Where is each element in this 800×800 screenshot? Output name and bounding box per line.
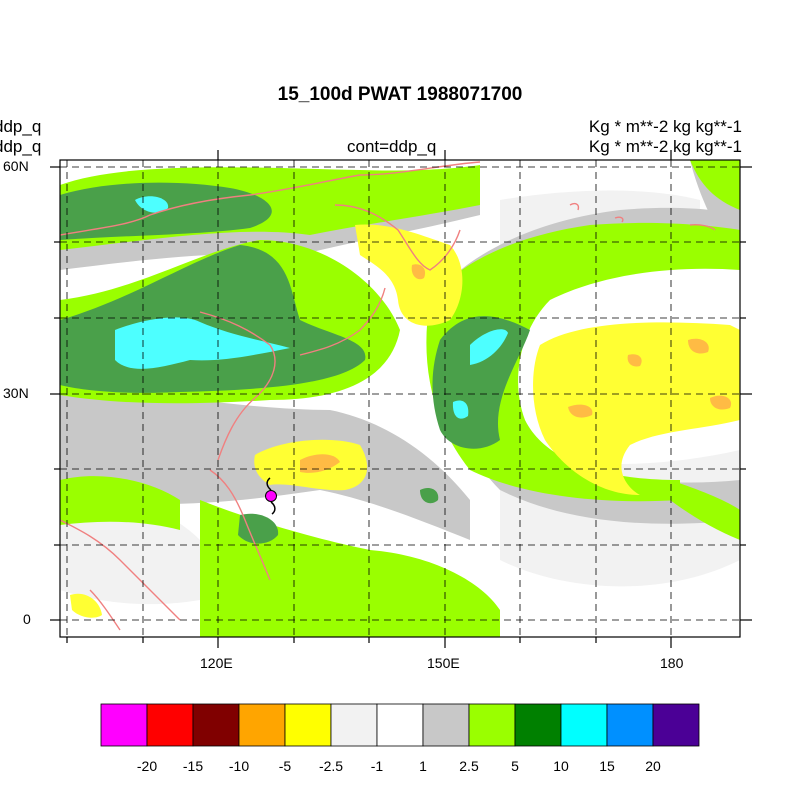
left-label-1: ddp_q	[0, 117, 42, 136]
coastline	[299, 287, 386, 356]
contour-dark-green	[420, 488, 439, 504]
typhoon-symbol-icon	[265, 477, 277, 515]
filled-contours	[60, 160, 740, 637]
colorbar-label: -10	[228, 758, 250, 774]
colorbar-swatch	[652, 703, 700, 747]
lon-tick-label: 150E	[427, 655, 460, 671]
contour-orange	[568, 404, 593, 418]
right-label-2: Kg * m**-2 kg kg**-1	[588, 137, 742, 156]
colorbar-label: -15	[182, 758, 204, 774]
contour-orange	[688, 338, 709, 354]
colorbar-swatch	[560, 703, 608, 747]
colorbar-label: -2.5	[318, 758, 344, 774]
contour-light-green	[426, 222, 740, 502]
coastlines	[60, 161, 716, 631]
colorbar-label: 10	[553, 758, 569, 774]
lon-tick-label: 120E	[200, 655, 233, 671]
colorbar-swatch	[192, 703, 240, 747]
lat-tick-label: 60N	[3, 158, 29, 174]
contour-orange	[411, 264, 426, 280]
contour-orange	[710, 395, 732, 410]
contour-orange	[300, 454, 340, 473]
colorbar-swatch	[146, 703, 194, 747]
colorbar-label: 2.5	[459, 758, 479, 774]
contour-yellow	[355, 224, 463, 326]
lat-tick-label: 30N	[3, 385, 29, 401]
coastline	[334, 204, 461, 271]
colorbar-label: 20	[645, 758, 661, 774]
colorbar-swatch	[468, 703, 516, 747]
colorbar-swatch	[284, 703, 332, 747]
coastline	[209, 469, 271, 581]
contour-light-green	[670, 480, 740, 540]
contour-yellow	[533, 322, 740, 495]
colorbar-label: -5	[278, 758, 292, 774]
gridlines	[60, 160, 740, 637]
tick-marks	[50, 150, 752, 648]
coastline	[60, 161, 481, 236]
contour-cyan	[115, 317, 290, 369]
colorbar	[100, 703, 700, 747]
coastline	[89, 589, 121, 631]
left-label-2: ddp_q	[0, 137, 42, 156]
right-label-1: Kg * m**-2 kg kg**-1	[588, 117, 742, 136]
contour-cyan	[470, 329, 508, 365]
colorbar-label: -1	[370, 758, 384, 774]
plot-frame	[59, 159, 741, 638]
contour-light-green	[690, 160, 740, 210]
colorbar-swatch	[238, 703, 286, 747]
contour-light-green	[60, 476, 180, 530]
lon-tick-label: 180	[660, 655, 684, 671]
contour-yellow	[70, 593, 102, 618]
colorbar-swatch	[376, 703, 424, 747]
coastline	[689, 224, 716, 231]
contour-cyan	[452, 400, 469, 419]
colorbar-swatch	[606, 703, 654, 747]
colorbar-swatch	[514, 703, 562, 747]
colorbar-label: 1	[419, 758, 427, 774]
contour-orange	[627, 354, 642, 367]
coastline	[199, 311, 276, 461]
coastline	[60, 519, 181, 621]
colorbar-swatch	[422, 703, 470, 747]
map-title: 15_100d PWAT 1988071700	[277, 84, 523, 105]
colorbar-label: 15	[599, 758, 615, 774]
lat-tick-label: 0	[23, 611, 31, 627]
coastline	[614, 216, 624, 223]
colorbar-swatch	[330, 703, 378, 747]
colorbar-swatch	[100, 703, 148, 747]
contour-dark-green	[238, 513, 279, 544]
colorbar-label: 5	[511, 758, 519, 774]
coastline	[569, 202, 580, 211]
colorbar-label: -20	[136, 758, 158, 774]
center-label: cont=ddp_q	[347, 137, 437, 156]
